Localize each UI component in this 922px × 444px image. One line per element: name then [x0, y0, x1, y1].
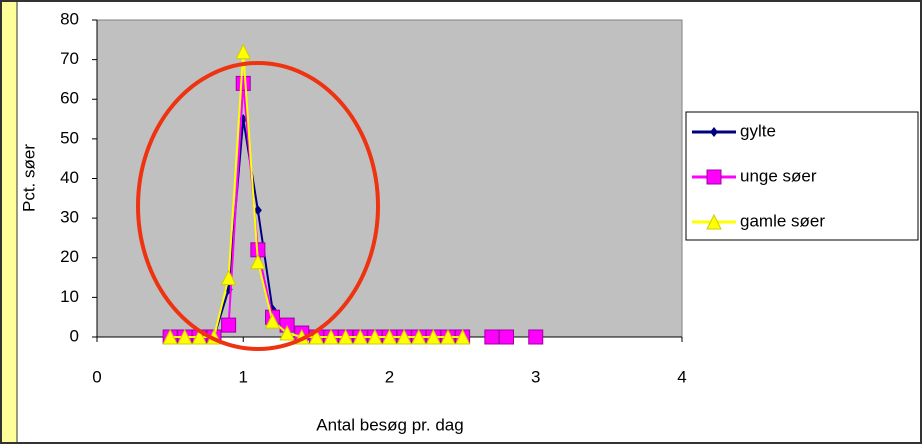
- marker: [337, 328, 354, 345]
- marker: [264, 313, 281, 329]
- marker: [308, 328, 325, 345]
- plot-area: [96, 19, 683, 338]
- x-tick-label: 0: [92, 367, 101, 386]
- y-tick-label: 60: [60, 89, 79, 108]
- marker: [220, 269, 237, 286]
- marker: [499, 329, 514, 345]
- y-tick-label: 0: [70, 326, 79, 345]
- legend-marker: [710, 127, 718, 137]
- y-tick-label: 80: [60, 9, 79, 28]
- y-tick-label: 30: [60, 208, 79, 227]
- marker: [253, 205, 262, 216]
- highlight-ellipse: [136, 61, 380, 351]
- x-tick-label: 1: [239, 367, 248, 386]
- x-tick-label: 2: [385, 367, 394, 386]
- y-tick-label: 20: [60, 247, 79, 266]
- y-tick-label: 40: [60, 168, 79, 187]
- marker: [381, 328, 398, 345]
- marker: [352, 328, 369, 345]
- x-axis-label: Antal besøg pr. dag: [316, 415, 463, 434]
- side-frame: [0, 0, 18, 444]
- marker: [235, 75, 251, 91]
- y-tick-label: 10: [60, 287, 79, 306]
- legend-label: gamle søer: [740, 211, 825, 230]
- x-tick-label: 4: [677, 367, 686, 386]
- marker: [425, 328, 442, 345]
- legend-marker: [706, 169, 722, 185]
- marker: [323, 328, 339, 345]
- x-tick-label: 3: [531, 367, 540, 386]
- y-tick-label: 70: [60, 49, 79, 68]
- marker: [367, 328, 383, 345]
- marker: [191, 328, 208, 345]
- y-tick-label: 50: [60, 128, 79, 147]
- marker: [396, 328, 412, 345]
- marker: [484, 329, 500, 345]
- marker: [528, 329, 544, 345]
- legend-label: gylte: [740, 121, 776, 140]
- marker: [176, 328, 193, 345]
- plot: 0 10 20 30 40 50 60 70 80 0 1 2 3 4 gylte unge søer gaml…: [60, 9, 825, 386]
- marker: [279, 324, 295, 341]
- marker: [410, 328, 427, 345]
- legend-marker: [706, 213, 722, 230]
- marker: [454, 328, 471, 345]
- marker: [440, 328, 456, 345]
- marker: [162, 328, 178, 345]
- marker: [235, 43, 252, 60]
- y-axis-label: Pct. søer: [19, 144, 38, 212]
- marker: [221, 317, 237, 333]
- legend-label: unge søer: [740, 166, 817, 185]
- marker: [250, 253, 266, 270]
